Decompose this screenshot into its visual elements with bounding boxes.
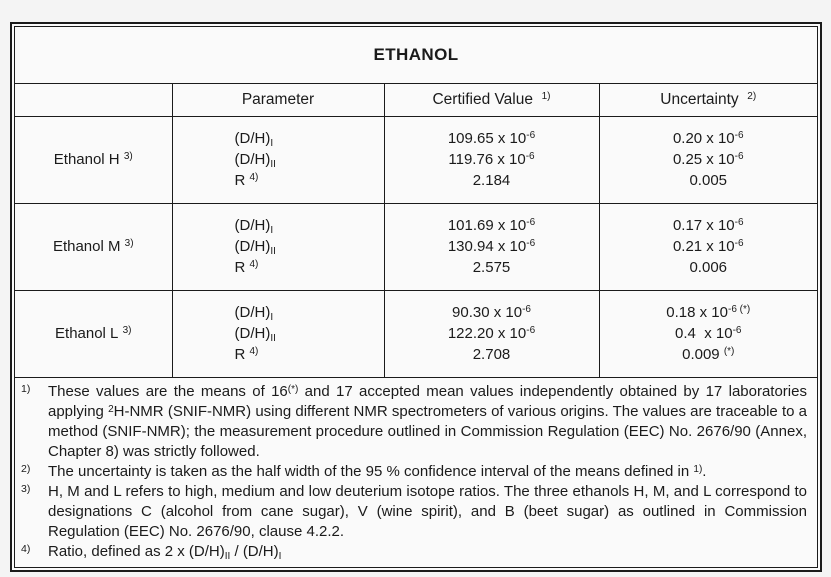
footnotes: 1) These values are the means of 16(*) a… xyxy=(15,377,817,567)
row-label: Ethanol M 3) xyxy=(15,203,172,291)
title-row: ETHANOL xyxy=(15,27,817,84)
uncertainty-cell: 0.20 x 10-6 0.25 x 10-6 0.005 xyxy=(598,116,817,204)
row-label: Ethanol L 3) xyxy=(15,290,172,378)
header-parameter: Parameter xyxy=(171,83,384,117)
parameter-cell: (D/H)I (D/H)II R 4) xyxy=(171,203,384,291)
footnote-marker: 3) xyxy=(21,482,31,495)
footnote: 1) These values are the means of 16(*) a… xyxy=(21,382,807,462)
footnote: 3) H, M and L refers to high, medium and… xyxy=(21,482,807,542)
footnote: 4) Ratio, defined as 2 x (D/H)II / (D/H)… xyxy=(21,542,807,562)
header-certified-value: Certified Value 1) xyxy=(383,83,599,117)
footnote-text: These values are the means of 16(*) and … xyxy=(48,382,807,460)
header-uncertainty: Uncertainty 2) xyxy=(598,83,817,117)
parameter-lines: (D/H)I (D/H)II R 4) xyxy=(234,217,276,276)
certified-value-cell: 109.65 x 10-6 119.76 x 10-6 2.184 xyxy=(383,116,599,204)
parameter-lines: (D/H)I (D/H)II R 4) xyxy=(234,304,276,363)
table-row: Ethanol L 3) (D/H)I (D/H)II R 4) 90.30 x 1… xyxy=(15,290,817,378)
certificate-table: ETHANOL Parameter Certified Value 1) Unc… xyxy=(15,27,817,567)
uncertainty-cell: 0.18 x 10-6 (*) 0.4 x 10-6 0.009 (*) xyxy=(598,290,817,378)
footnote-row: 1) These values are the means of 16(*) a… xyxy=(15,377,817,567)
header-empty xyxy=(15,83,172,117)
certified-value-cell: 101.69 x 10-6 130.94 x 10-6 2.575 xyxy=(383,203,599,291)
table-title: ETHANOL xyxy=(15,27,817,84)
row-label: Ethanol H 3) xyxy=(15,116,172,204)
footnote-marker: 2) xyxy=(21,462,31,475)
table-row: Ethanol H 3) (D/H)I (D/H)II R 4) 109.65 x … xyxy=(15,116,817,204)
uncertainty-cell: 0.17 x 10-6 0.21 x 10-6 0.006 xyxy=(598,203,817,291)
header-row: Parameter Certified Value 1) Uncertainty… xyxy=(15,83,817,117)
footnote: 2) The uncertainty is taken as the half … xyxy=(21,462,807,482)
footnote-text: H, M and L refers to high, medium and lo… xyxy=(48,482,807,540)
table-row: Ethanol M 3) (D/H)I (D/H)II R 4) 101.69 x … xyxy=(15,203,817,291)
footnote-marker: 4) xyxy=(21,542,31,555)
parameter-cell: (D/H)I (D/H)II R 4) xyxy=(171,116,384,204)
parameter-cell: (D/H)I (D/H)II R 4) xyxy=(171,290,384,378)
footnote-text: Ratio, defined as 2 x (D/H)II / (D/H)I xyxy=(48,542,282,562)
table-outer-border: ETHANOL Parameter Certified Value 1) Unc… xyxy=(10,22,822,572)
parameter-lines: (D/H)I (D/H)II R 4) xyxy=(234,130,276,189)
certified-value-cell: 90.30 x 10-6 122.20 x 10-6 2.708 xyxy=(383,290,599,378)
table-inner-border: ETHANOL Parameter Certified Value 1) Unc… xyxy=(14,26,818,568)
footnote-marker: 1) xyxy=(21,382,31,395)
table-body: Ethanol H 3) (D/H)I (D/H)II R 4) 109.65 x … xyxy=(15,116,817,378)
footnote-text: The uncertainty is taken as the half wid… xyxy=(48,462,707,480)
